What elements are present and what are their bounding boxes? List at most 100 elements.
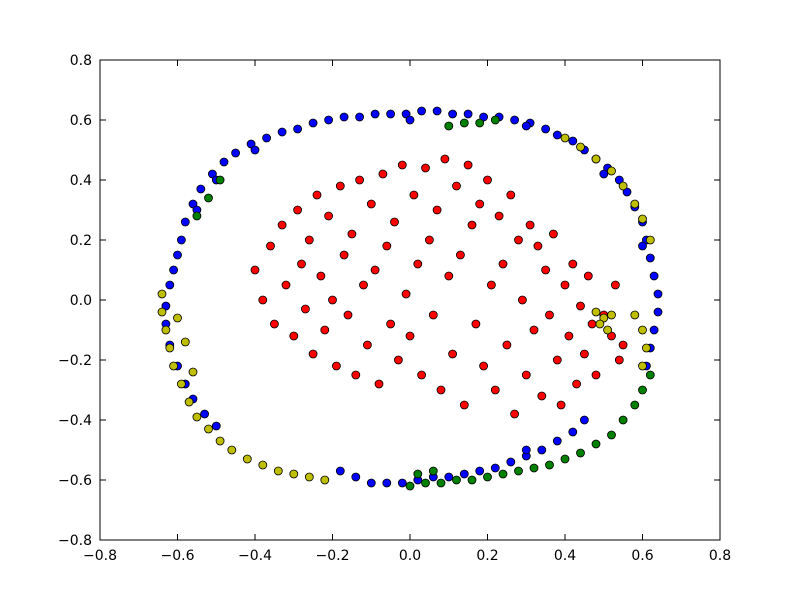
data-point: [281, 280, 291, 290]
y-tick-label: −0.6: [58, 473, 92, 489]
data-point: [580, 415, 589, 425]
data-point: [432, 205, 442, 215]
data-point: [320, 475, 330, 485]
y-axis: −0.8 −0.6 −0.4 −0.2 0.0 0.2 0.4 0.6 0.8: [58, 53, 720, 549]
data-point: [607, 310, 616, 320]
data-point: [366, 199, 376, 209]
data-point: [490, 463, 500, 473]
series-2: [192, 115, 655, 491]
data-point: [587, 319, 597, 329]
data-point: [645, 370, 655, 380]
y-tick-label: −0.2: [58, 353, 92, 369]
data-point: [448, 109, 458, 119]
data-point: [537, 391, 547, 401]
data-point: [219, 157, 229, 167]
data-point: [421, 478, 430, 488]
y-tick-label: −0.4: [58, 413, 92, 429]
data-point: [165, 280, 175, 290]
data-point: [459, 400, 469, 410]
data-point: [541, 265, 550, 275]
data-point: [304, 235, 314, 245]
data-point: [649, 271, 659, 281]
data-point: [653, 289, 663, 299]
data-point: [215, 436, 225, 446]
data-point: [614, 355, 624, 365]
data-point: [529, 463, 539, 473]
data-point: [560, 280, 570, 290]
data-point: [591, 307, 601, 317]
data-point: [417, 370, 427, 380]
x-axis: −0.8 −0.6 −0.4 −0.2 0.0 0.2 0.4 0.6 0.8: [83, 60, 731, 564]
data-point: [339, 112, 349, 122]
plot-frame: [99, 59, 721, 541]
data-point: [293, 205, 303, 215]
data-point: [161, 325, 171, 335]
data-point: [525, 220, 535, 230]
data-point: [405, 115, 415, 125]
data-point: [572, 379, 581, 389]
data-point: [576, 448, 585, 458]
data-point: [304, 472, 314, 482]
data-point: [455, 250, 465, 260]
data-point: [514, 466, 523, 476]
data-point: [176, 235, 186, 245]
data-point: [196, 184, 206, 194]
data-point: [200, 409, 210, 419]
data-point: [475, 466, 485, 476]
data-point: [502, 340, 512, 350]
data-point: [382, 478, 392, 488]
data-point: [630, 199, 640, 209]
data-point: [618, 340, 628, 350]
data-point: [645, 253, 655, 263]
data-point: [351, 370, 361, 380]
data-point: [603, 325, 612, 335]
data-point: [204, 424, 213, 434]
data-point: [308, 349, 318, 359]
y-tick-label: 0.8: [70, 53, 92, 69]
data-point: [518, 295, 527, 305]
data-point: [393, 355, 403, 365]
data-point: [370, 109, 380, 119]
x-tick-label: −0.6: [161, 548, 195, 564]
data-point: [262, 133, 272, 143]
data-point: [386, 319, 396, 329]
data-point: [184, 397, 194, 407]
data-point: [452, 475, 461, 485]
data-point: [463, 160, 473, 170]
series-3: [157, 133, 655, 485]
data-point: [370, 265, 380, 275]
data-point: [498, 469, 508, 479]
data-point: [176, 379, 186, 389]
data-point: [467, 220, 477, 230]
data-point: [273, 466, 283, 476]
data-point: [552, 355, 562, 365]
data-point: [405, 331, 415, 341]
data-point: [463, 109, 473, 119]
data-point: [452, 181, 461, 191]
data-point: [397, 478, 407, 488]
data-point: [258, 295, 268, 305]
data-point: [514, 235, 523, 245]
data-point: [591, 154, 601, 164]
data-point: [444, 472, 454, 482]
data-point: [417, 106, 427, 116]
data-point: [165, 343, 175, 353]
data-point: [440, 154, 450, 164]
data-point: [324, 115, 334, 125]
x-tick-label: 0.8: [709, 548, 731, 564]
data-point: [638, 385, 647, 395]
data-point: [448, 349, 458, 359]
data-point: [157, 289, 167, 299]
y-tick-label: 0.6: [70, 113, 92, 129]
data-point: [653, 307, 663, 317]
data-point: [374, 379, 384, 389]
data-point: [277, 127, 287, 137]
data-point: [537, 445, 547, 455]
data-point: [173, 313, 182, 323]
data-point: [266, 241, 275, 251]
data-point: [444, 271, 454, 281]
data-point: [642, 343, 651, 353]
data-point: [355, 112, 365, 122]
data-point: [444, 121, 454, 131]
data-point: [475, 199, 485, 209]
